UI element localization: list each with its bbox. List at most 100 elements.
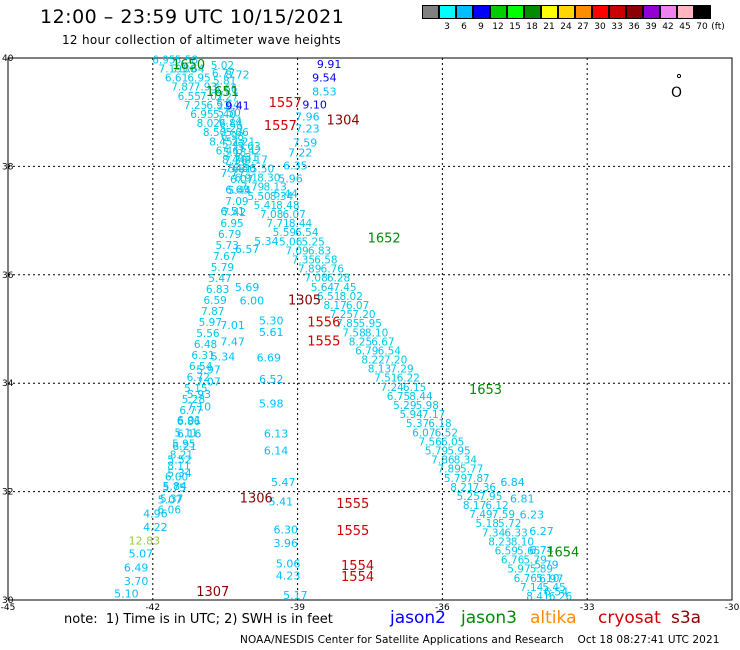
track-sample: 8.17: [323, 300, 346, 312]
wave-height-label: 3.70: [124, 575, 149, 588]
wave-height-label: 7.07: [196, 375, 221, 388]
lon-tick-label: -33: [580, 603, 595, 613]
pass-number-label: 1307: [196, 585, 229, 600]
track-sample: 7.45: [333, 282, 356, 294]
track-sample: 6.76: [501, 555, 525, 567]
satellite-name-s3a: s3a: [671, 608, 702, 628]
track-sample: 5.66: [214, 84, 238, 96]
track-sample: 8.22: [361, 355, 384, 367]
track-sample: 8.21: [170, 449, 193, 461]
track-sample: 7.49: [469, 509, 492, 521]
track-sample: 8.02: [197, 118, 220, 130]
track-sample: 7.21: [232, 136, 255, 148]
track-sample: 8.23: [488, 536, 511, 548]
wave-height-label: 7.10: [187, 400, 212, 413]
wave-height-label: 7.96: [295, 110, 320, 123]
track-sample: 8.11: [167, 460, 190, 472]
track-sample: 5.37: [160, 493, 183, 505]
pass-number-label: 1555: [307, 334, 340, 349]
legend-tick-label: 21: [543, 22, 555, 32]
track-sample: 5.10: [536, 573, 559, 585]
wave-height-label: 7.77: [220, 167, 245, 180]
satellite-tracks: 6.957.196.617.876.557.256.958.028.508.45…: [152, 54, 572, 603]
track-sample: 7.45: [225, 163, 248, 175]
track-sample: 6.07: [230, 174, 253, 186]
track-sample: 5.11: [175, 427, 198, 439]
track-sample: 6.54: [295, 227, 319, 239]
track-sample: 7.51: [374, 373, 397, 385]
track-sample: 7.29: [390, 364, 413, 376]
track-sample: 5.65: [517, 546, 540, 558]
satellite-name-altika: altika: [530, 608, 577, 628]
track-sample: 7.95: [479, 491, 502, 503]
track-sample: 6.95: [190, 109, 213, 121]
wave-height-label: 6.21: [172, 440, 197, 453]
track-sample: 7.58: [342, 327, 365, 339]
lat-lon-grid: [7, 57, 733, 601]
wave-height-label: 9.54: [312, 71, 337, 84]
legend-swatch: [626, 5, 643, 19]
track-sample: 5.06: [279, 236, 303, 248]
wave-height-label: 6.23: [520, 509, 545, 522]
track-sample: 7.56: [418, 436, 442, 448]
wave-height-label: 7.23: [295, 122, 320, 135]
legend-swatch: [660, 5, 677, 19]
track-sample: 8.48: [276, 200, 299, 212]
track-sample: 6.00: [165, 471, 188, 483]
footnote: note: 1) Time is in UTC; 2) SWH is in fe…: [64, 612, 333, 627]
wave-height-label: 5.47: [271, 476, 296, 489]
track-sample: 6.26: [549, 591, 573, 603]
track-sample: 6.54: [378, 345, 402, 357]
track-sample: 5.64: [311, 282, 335, 294]
track-sample: 5.72: [498, 518, 521, 530]
track-sample: 5.40: [213, 109, 236, 121]
wave-height-label: 8.72: [225, 69, 250, 82]
pass-number-label: 1556: [307, 315, 340, 330]
track-sample: 5.28: [182, 394, 205, 406]
track-sample: 7.86: [431, 455, 455, 467]
track-sample: 8.21: [450, 482, 473, 494]
track-sample: 6.61: [165, 73, 188, 85]
wave-height-label: 5.44: [273, 187, 298, 200]
track-sample: 5.95: [172, 438, 195, 450]
track-sample: 7.87: [171, 82, 194, 94]
wave-height-label: 5.06: [276, 557, 301, 570]
track-sample: 7.42: [238, 145, 261, 157]
track-sample: 6.52: [435, 427, 458, 439]
wave-height-label: 5.84: [162, 480, 187, 493]
track-sample: 7.31: [235, 152, 258, 164]
track-sample: 7.14: [520, 582, 544, 594]
track-sample: 6.28: [327, 273, 350, 285]
track-sample: 8.44: [289, 218, 313, 230]
track-sample: 5.50: [247, 191, 270, 203]
track-sample: 5.75: [162, 482, 185, 494]
track-sample: 6.55: [178, 91, 201, 103]
track-sample: 6.84: [219, 118, 243, 130]
wave-height-label: 5.17: [283, 589, 308, 602]
track-sample: 6.58: [314, 255, 337, 267]
track-sample: 5.25: [301, 236, 324, 248]
track-sample: 5.63: [237, 141, 260, 153]
map-title: 12:00 – 23:59 UTC 10/15/2021: [40, 6, 345, 28]
track-sample: 8.41: [526, 591, 549, 603]
legend-swatch: [439, 5, 456, 19]
satellite-name-cryosat: cryosat: [598, 608, 661, 628]
legend-tick-label: 12: [492, 22, 504, 32]
track-sample: 7.93: [194, 82, 217, 94]
track-sample: 6.59: [203, 295, 226, 307]
track-sample: 7.19: [159, 64, 182, 76]
track-sample: 8.17: [244, 154, 267, 166]
legend-swatch: [558, 5, 575, 19]
track-sample: 8.25: [349, 336, 372, 348]
legend-tick-label: 9: [478, 22, 484, 32]
pass-number-label: 1306: [240, 491, 273, 506]
wave-height-label: 12.83: [129, 535, 161, 548]
legend-tick-label: 70: [696, 22, 708, 32]
wave-height-label: 5.07: [158, 494, 183, 507]
pass-number-label: 1651: [206, 85, 239, 100]
wave-height-label: 5.93: [187, 388, 212, 401]
legend-swatch: [694, 5, 711, 19]
track-sample: 7.20: [384, 355, 407, 367]
legend-tick-label: 15: [509, 22, 521, 32]
wave-height-label: 5.41: [269, 496, 294, 509]
